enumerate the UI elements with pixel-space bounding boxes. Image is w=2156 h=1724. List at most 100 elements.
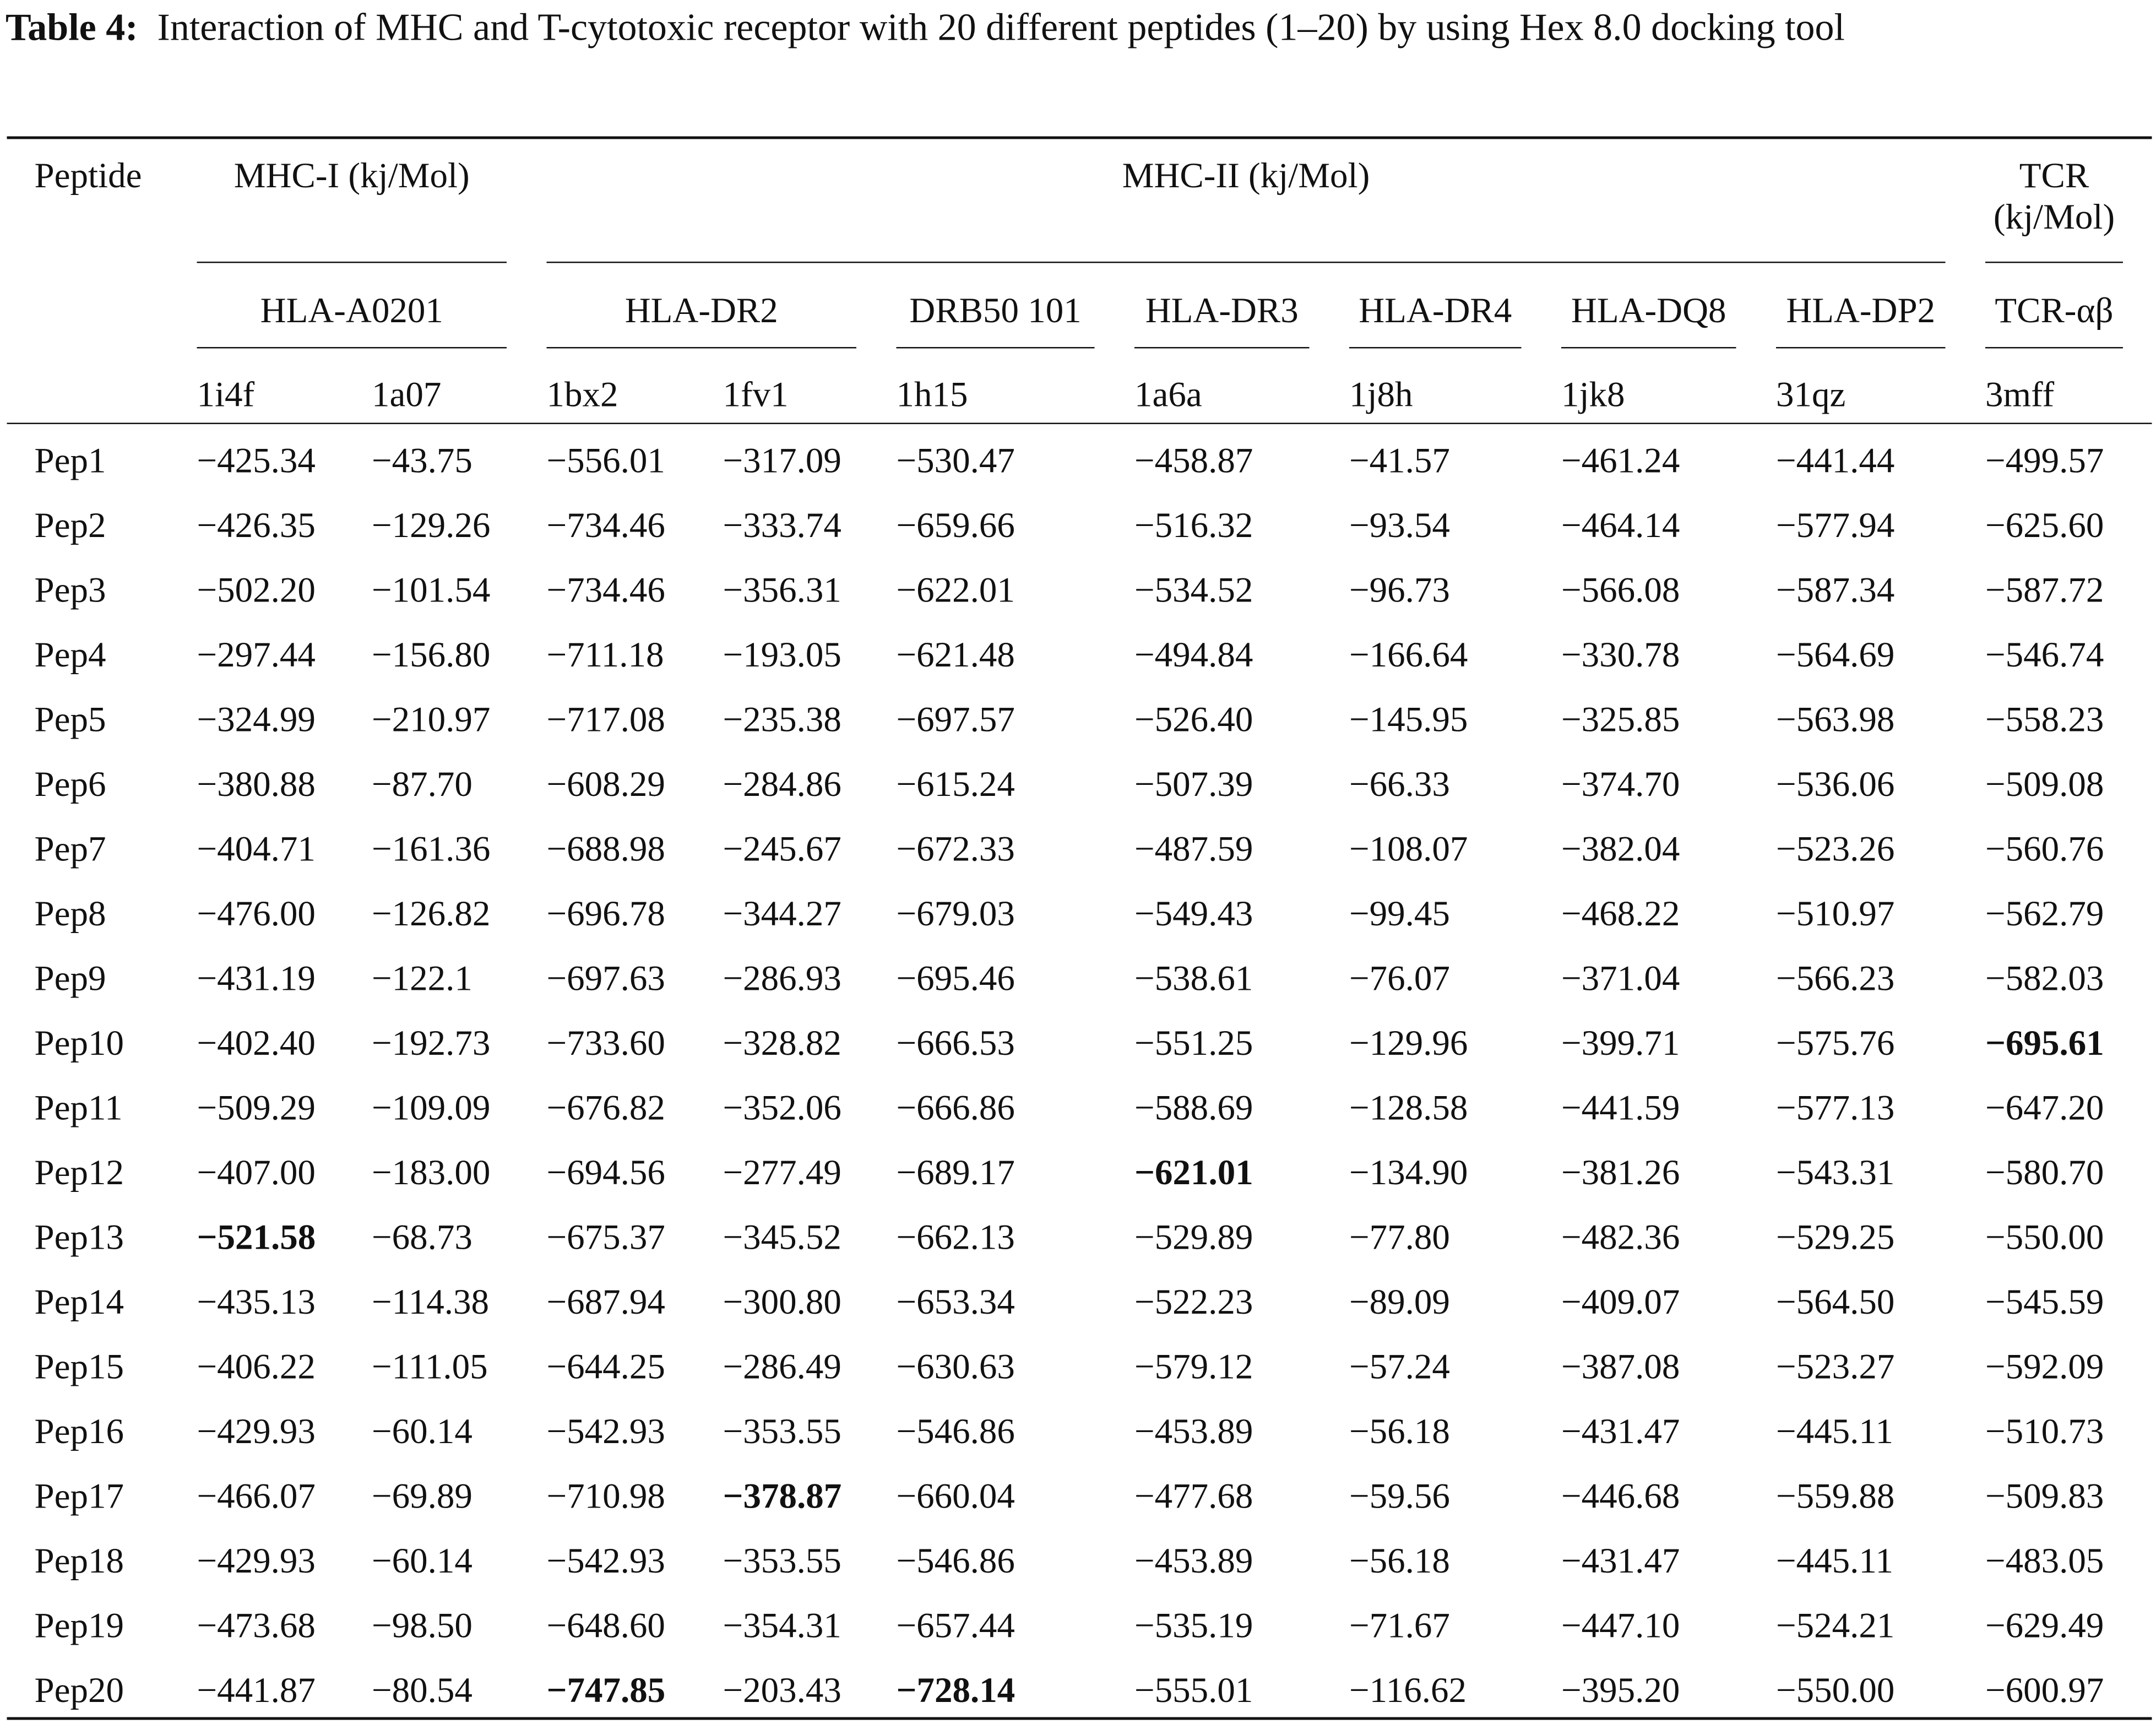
cell-value: −482.36 [1561,1217,1680,1257]
cell-value: −328.82 [723,1023,841,1064]
cell-value: −529.89 [1134,1217,1253,1257]
cell-value: −203.43 [723,1670,841,1711]
cell-value: −697.63 [546,958,665,999]
subgroup-header: HLA-DQ8 [1571,290,1726,331]
peptide-name: Pep6 [34,764,106,805]
cell-value: −522.23 [1134,1282,1253,1322]
cell-value: −116.62 [1349,1670,1467,1711]
peptide-name: Pep7 [34,829,106,869]
cell-value: −697.57 [896,700,1015,740]
cell-value: −579.12 [1134,1347,1253,1387]
cell-value: −235.38 [723,700,841,740]
peptide-name: Pep4 [34,635,106,675]
cell-value: −399.71 [1561,1023,1680,1064]
cell-value: −510.73 [1985,1411,2104,1452]
peptide-name: Pep14 [34,1282,124,1322]
cell-value: −728.14 [896,1670,1015,1711]
cell-value: −129.96 [1349,1023,1468,1064]
subgroup-header: HLA-DP2 [1786,290,1936,331]
cell-value: −166.64 [1349,635,1468,675]
cell-value: −93.54 [1349,505,1450,546]
cell-value: −126.82 [372,893,491,934]
cell-value: −344.27 [723,893,841,934]
cell-value: −538.61 [1134,958,1253,999]
peptide-name: Pep19 [34,1606,124,1646]
cell-value: −76.07 [1349,958,1450,999]
group-underline [1985,262,2123,263]
pdb-code: 1i4f [197,375,255,415]
cell-value: −560.76 [1985,829,2104,869]
subgroup-underline [546,347,856,349]
cell-value: −588.69 [1134,1088,1253,1128]
cell-value: −689.17 [896,1152,1015,1193]
cell-value: −477.68 [1134,1476,1253,1516]
cell-value: −694.56 [546,1152,665,1193]
peptide-name: Pep3 [34,570,106,610]
subgroup-underline [1776,347,1946,349]
cell-value: −676.82 [546,1088,665,1128]
cell-value: −647.20 [1985,1088,2104,1128]
group-underline [197,262,507,263]
cell-value: −66.33 [1349,764,1450,805]
cell-value: −395.20 [1561,1670,1680,1711]
cell-value: −356.31 [723,570,841,610]
subgroup-header: HLA-A0201 [260,290,443,331]
cell-value: −128.58 [1349,1088,1468,1128]
cell-value: −672.33 [896,829,1015,869]
cell-value: −71.67 [1349,1606,1450,1646]
subgroup-underline [1134,347,1310,349]
caption-text: Interaction of MHC and T-cytotoxic recep… [157,7,1845,50]
cell-value: −453.89 [1134,1411,1253,1452]
cell-value: −161.36 [372,829,491,869]
cell-value: −523.27 [1776,1347,1895,1387]
cell-value: −695.61 [1985,1023,2104,1064]
cell-value: −660.04 [896,1476,1015,1516]
cell-value: −625.60 [1985,505,2104,546]
cell-value: −378.87 [723,1476,842,1516]
caption-label: Table 4: [6,7,138,50]
cell-value: −535.19 [1134,1606,1253,1646]
cell-value: −447.10 [1561,1606,1680,1646]
cell-value: −60.14 [372,1411,473,1452]
peptide-name: Pep9 [34,958,106,999]
cell-value: −453.89 [1134,1541,1253,1581]
cell-value: −458.87 [1134,441,1253,481]
cell-value: −353.55 [723,1541,841,1581]
cell-value: −56.18 [1349,1411,1450,1452]
cell-value: −108.07 [1349,829,1468,869]
cell-value: −374.70 [1561,764,1680,805]
cell-value: −99.45 [1349,893,1450,934]
peptide-name: Pep11 [34,1088,123,1128]
cell-value: −426.35 [197,505,316,546]
cell-value: −662.13 [896,1217,1015,1257]
cell-value: −733.60 [546,1023,665,1064]
cell-value: −461.24 [1561,441,1680,481]
peptide-name: Pep20 [34,1670,124,1711]
cell-value: −429.93 [197,1411,316,1452]
subgroup-header: HLA-DR4 [1359,290,1512,331]
pdb-code: 31qz [1776,375,1846,415]
cell-value: −615.24 [896,764,1015,805]
cell-value: −587.72 [1985,570,2104,610]
peptide-name: Pep18 [34,1541,124,1581]
cell-value: −325.85 [1561,700,1680,740]
cell-value: −549.43 [1134,893,1253,934]
cell-value: −122.1 [372,958,473,999]
cell-value: −445.11 [1776,1411,1894,1452]
cell-value: −286.49 [723,1347,841,1387]
cell-value: −696.78 [546,893,665,934]
cell-value: −550.00 [1776,1670,1895,1711]
cell-value: −600.97 [1985,1670,2104,1711]
cell-value: −542.93 [546,1411,665,1452]
cell-value: −521.58 [197,1217,316,1257]
cell-value: −516.32 [1134,505,1253,546]
cell-value: −193.05 [723,635,841,675]
subgroup-underline [896,347,1095,349]
cell-value: −431.47 [1561,1411,1680,1452]
subgroup-header: TCR-αβ [1995,290,2114,331]
cell-value: −621.01 [1134,1152,1253,1193]
subgroup-underline [1561,347,1736,349]
cell-value: −608.29 [546,764,665,805]
cell-value: −577.94 [1776,505,1895,546]
